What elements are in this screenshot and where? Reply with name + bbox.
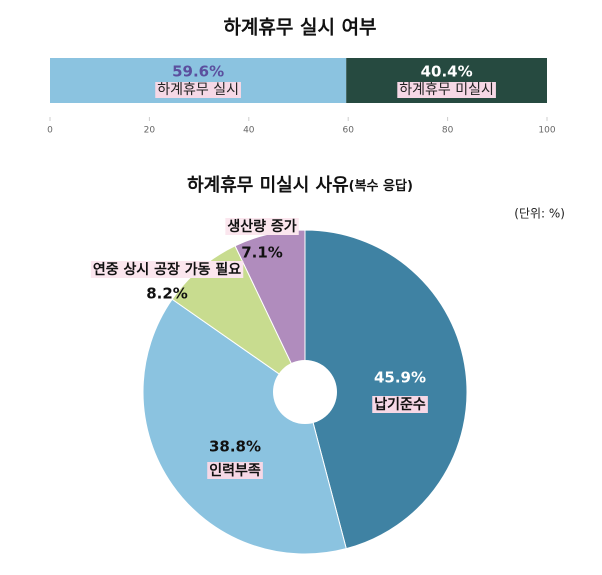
x-tick-label: 20 [144,126,156,136]
series-name: 하계휴무 미실시 [399,82,494,98]
slice-value: 38.8% [209,438,261,456]
label-highlight [372,396,428,413]
slice-value: 7.1% [241,244,283,262]
label-highlight [397,82,496,98]
slice-value: 8.2% [146,285,188,303]
value-label: 40.4% [421,63,473,81]
slice-name: 납기준수 [374,396,426,413]
slice-name: 인력부족 [209,462,261,479]
x-tick-label: 100 [538,126,555,136]
x-tick-label: 0 [47,126,53,136]
donut-hole [273,360,337,424]
unit-note: (단위: %) [514,207,565,221]
pie-slice [142,298,347,555]
slice-name: 연중 상시 공장 가동 필요 [93,261,241,278]
label-highlight [207,462,263,479]
label-highlight [155,82,241,98]
label-highlight [90,261,244,278]
pie-slice [304,229,468,550]
x-tick-label: 40 [243,126,255,136]
slice-name: 생산량 증가 [227,218,296,235]
slice-value: 45.9% [374,369,426,387]
bar-title: 하계휴무 실시 여부 [223,17,376,39]
value-label: 59.6% [172,63,224,81]
series-name: 하계휴무 실시 [157,82,239,98]
label-highlight [225,218,299,235]
x-tick-label: 80 [442,126,454,136]
pie-title-main: 하계휴무 미실시 사유 [187,175,349,196]
x-tick-label: 60 [342,126,354,136]
pie-title: 하계휴무 미실시 사유(복수 응답) [187,175,413,196]
pie-subtitle: (복수 응답) [349,179,413,194]
